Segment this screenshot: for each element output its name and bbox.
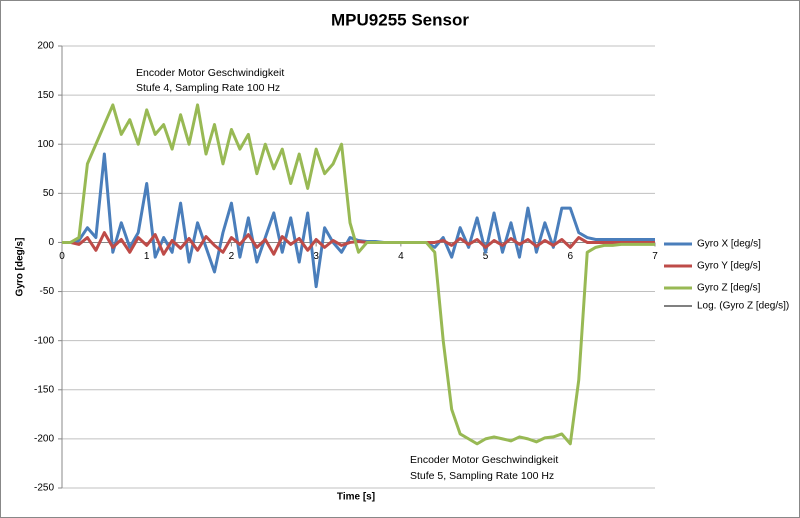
- x-tick-label: 3: [313, 251, 319, 262]
- x-tick-label: 2: [229, 251, 235, 262]
- y-tick-label: 100: [37, 139, 54, 150]
- y-tick-label: -200: [34, 434, 54, 445]
- legend-label: Gyro X [deg/s]: [697, 239, 761, 250]
- legend-label: Gyro Z [deg/s]: [697, 283, 761, 294]
- y-tick-label: -100: [34, 335, 54, 346]
- series-line: [62, 231, 655, 256]
- y-tick-label: -50: [40, 286, 55, 297]
- chart-title: MPU9255 Sensor: [331, 10, 469, 29]
- legend-label: Gyro Y [deg/s]: [697, 261, 761, 272]
- y-tick-label: 50: [43, 188, 55, 199]
- y-tick-label: -150: [34, 384, 54, 395]
- y-tick-label: 150: [37, 90, 54, 101]
- x-tick-label: 4: [398, 251, 404, 262]
- annotation: Stufe 4, Sampling Rate 100 Hz: [136, 82, 280, 94]
- y-tick-label: 200: [37, 41, 54, 52]
- x-axis-label: Time [s]: [337, 492, 375, 503]
- x-tick-label: 7: [652, 251, 658, 262]
- y-tick-label: 0: [48, 237, 54, 248]
- annotation: Stufe 5, Sampling Rate 100 Hz: [410, 470, 554, 482]
- legend-label: Log. (Gyro Z [deg/s]): [697, 301, 789, 312]
- x-tick-label: 1: [144, 251, 150, 262]
- x-tick-label: 5: [483, 251, 489, 262]
- annotation: Encoder Motor Geschwindigkeit: [136, 67, 284, 79]
- y-axis-label: Gyro [deg/s]: [15, 238, 26, 297]
- x-tick-label: 0: [59, 251, 65, 262]
- series-line: [62, 103, 655, 446]
- annotation: Encoder Motor Geschwindigkeit: [410, 454, 558, 466]
- y-tick-label: -250: [34, 483, 54, 494]
- x-tick-label: 6: [568, 251, 574, 262]
